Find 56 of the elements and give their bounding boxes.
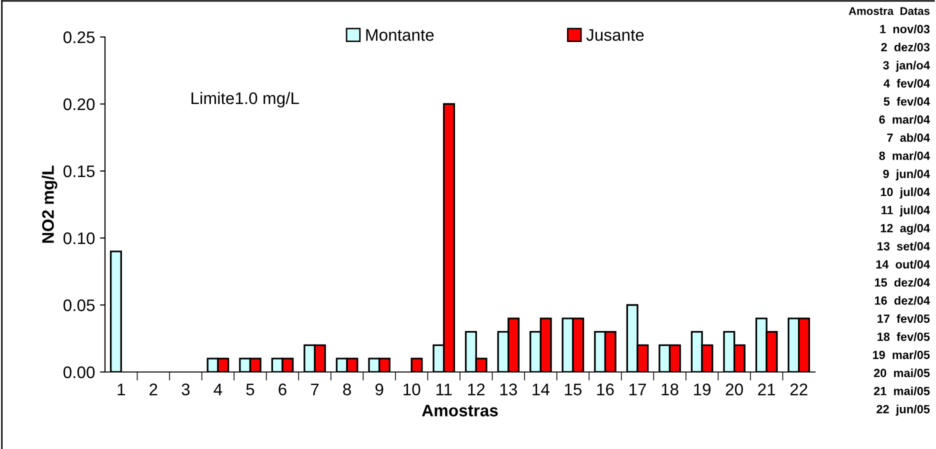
text: 19 mar/05 — [872, 350, 930, 360]
x-tick-label: 1 — [118, 384, 125, 396]
x-tick-label: 6 — [278, 384, 286, 396]
y-tick-label: 0.15 — [63, 165, 95, 178]
x-tick-label: 18 — [662, 384, 678, 396]
text: 13 set/04 — [878, 242, 930, 251]
y-tick-label: 0.00 — [63, 366, 95, 378]
text: 22 jun/05 — [876, 404, 930, 416]
text: 21 mai/05 — [874, 386, 930, 396]
text: 8 mar/04 — [879, 151, 930, 160]
legend-label: Jusante — [586, 29, 644, 41]
text: 20 mai/05 — [874, 368, 930, 378]
text: 2 dez/03 — [881, 42, 930, 52]
text: 17 fev/05 — [878, 314, 930, 323]
text: 7 ab/04 — [887, 133, 930, 142]
text: 3 jan/o4 — [883, 60, 930, 72]
x-tick-label: 8 — [343, 384, 351, 396]
x-tick-label: 13 — [500, 384, 517, 396]
text: 10 jul/04 — [880, 187, 930, 199]
text: 12 ag/04 — [880, 224, 930, 235]
text: 14 out/04 — [876, 260, 930, 269]
y-tick-label: 0.10 — [63, 232, 95, 244]
text: Amostra Datas — [848, 7, 930, 15]
text: 4 fev/04 — [884, 78, 930, 88]
y-axis-title: NO2 mg/L — [42, 166, 58, 243]
x-tick-label: 5 — [246, 384, 254, 396]
text: 9 jun/04 — [883, 169, 930, 180]
x-tick-label: 16 — [597, 384, 614, 396]
x-tick-label: 17 — [630, 384, 646, 396]
y-tick-label: 0.20 — [63, 98, 95, 110]
x-tick-label: 14 — [532, 384, 550, 396]
y-tick-label: 0.05 — [63, 299, 95, 312]
x-tick-label: 4 — [214, 384, 222, 396]
x-tick-label: 7 — [310, 384, 319, 396]
x-tick-label: 12 — [468, 384, 485, 396]
x-tick-label: 2 — [150, 384, 158, 396]
text: 1 nov/03 — [880, 24, 930, 34]
x-tick-label: 9 — [375, 384, 384, 396]
x-tick-label: 19 — [694, 384, 711, 396]
x-axis-title: Amostras — [422, 404, 498, 416]
x-tick-label: 10 — [404, 384, 420, 396]
x-tick-label: 20 — [726, 384, 743, 396]
text: 5 fev/04 — [884, 97, 930, 106]
legend-label: Montante — [366, 29, 434, 41]
x-tick-label: 3 — [182, 384, 190, 396]
x-tick-label: 21 — [758, 384, 776, 396]
text: 18 fev/05 — [878, 332, 930, 342]
text: 15 dez/04 — [874, 278, 930, 287]
annotation: Limite1.0 mg/L — [192, 92, 299, 108]
text: 6 mar/04 — [879, 115, 930, 124]
y-tick-label: 0.25 — [63, 31, 95, 44]
text: 16 dez/04 — [874, 296, 930, 305]
x-tick-label: 15 — [564, 384, 582, 396]
text: 11 jul/04 — [882, 206, 930, 217]
x-tick-label: 11 — [436, 384, 452, 396]
x-tick-label: 22 — [790, 384, 808, 396]
